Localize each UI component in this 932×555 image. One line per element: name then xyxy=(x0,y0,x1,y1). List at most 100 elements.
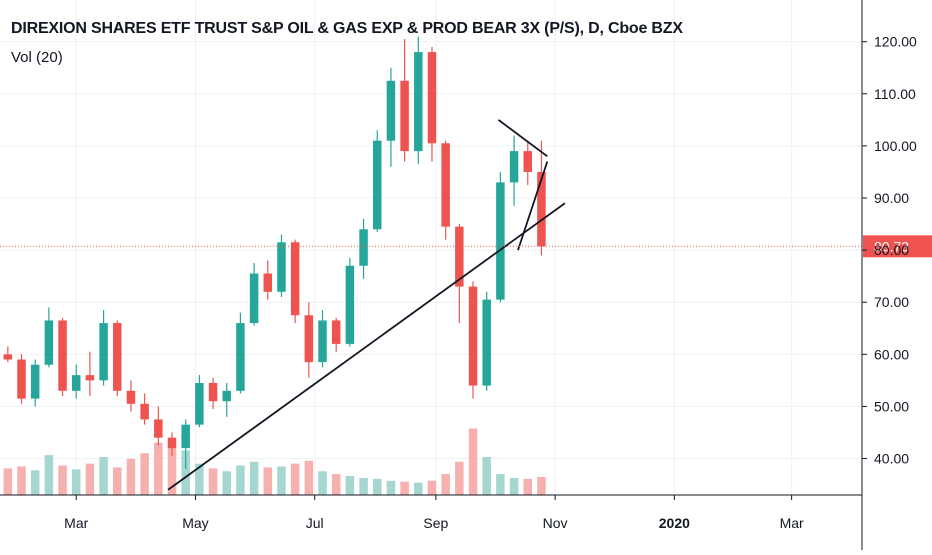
y-tick-label: 80.00 xyxy=(874,242,909,258)
x-tick-label: Jul xyxy=(306,515,324,531)
last-price-label: 80.73 xyxy=(874,238,909,254)
y-tick-label: 90.00 xyxy=(874,190,909,206)
volume-bar xyxy=(181,450,190,495)
last-price-tag xyxy=(863,235,932,258)
candle-body xyxy=(3,354,13,360)
volume-bar xyxy=(154,442,163,495)
candle-body xyxy=(113,323,122,391)
volume-bar xyxy=(167,446,177,495)
volume-bar xyxy=(523,478,532,495)
candle-body xyxy=(441,143,450,227)
volume-bar xyxy=(263,467,273,495)
candle-body xyxy=(414,52,423,152)
grid-lines xyxy=(0,0,862,495)
volume-bar xyxy=(359,477,368,495)
candle-body xyxy=(85,375,95,381)
candle-body xyxy=(482,299,491,386)
trendline[interactable] xyxy=(167,202,566,491)
candle-body xyxy=(30,364,40,399)
volume-bar xyxy=(140,453,149,495)
candle-body xyxy=(400,80,409,152)
x-tick-label: 2020 xyxy=(659,515,690,531)
volume-bar xyxy=(208,468,218,495)
candle-body xyxy=(386,80,396,141)
volume-bar xyxy=(195,463,204,495)
volume-bar xyxy=(277,466,286,495)
volume-bar xyxy=(455,461,464,495)
volume-bar xyxy=(126,458,136,495)
volume-bar xyxy=(482,457,491,495)
volume-bar xyxy=(99,457,108,495)
candle-body xyxy=(236,323,245,391)
candle-body xyxy=(222,390,231,402)
candle-body xyxy=(99,323,108,381)
volume-bar xyxy=(236,465,245,495)
volume-bar xyxy=(331,474,341,495)
y-tick-label: 110.00 xyxy=(874,86,916,102)
candle-body xyxy=(359,229,368,266)
volume-bar xyxy=(468,428,478,495)
candle-body xyxy=(523,151,532,172)
axes: 120.00 110.00 100.00 90.00 80.00 70.00 60.00 50… xyxy=(0,0,917,550)
candle-body xyxy=(427,52,437,144)
trendline[interactable] xyxy=(517,161,549,251)
x-tick-label: Nov xyxy=(543,515,568,531)
last-price-line: 80.73 xyxy=(0,235,932,258)
volume-bar xyxy=(3,468,13,495)
chart-title: DIREXION SHARES ETF TRUST S&P OIL & GAS … xyxy=(11,20,683,37)
candle-body xyxy=(290,242,300,316)
volume-bar xyxy=(496,474,505,495)
trendline[interactable] xyxy=(497,119,548,158)
volume-bar xyxy=(427,480,437,495)
candle-body xyxy=(126,390,136,404)
candle-body xyxy=(195,382,204,425)
candle-body xyxy=(181,424,190,449)
x-tick-label: May xyxy=(182,515,208,531)
volume-bar xyxy=(386,480,396,495)
candle-body xyxy=(496,182,505,300)
volume-bar xyxy=(373,478,382,495)
candle-body xyxy=(509,151,519,183)
volume-bar xyxy=(318,471,327,495)
x-tick-label: Mar xyxy=(64,515,88,531)
candle-body xyxy=(373,140,382,230)
volume-bar xyxy=(85,463,95,495)
y-tick-label: 70.00 xyxy=(874,294,909,310)
candle-body xyxy=(154,419,163,438)
volume-bars xyxy=(3,428,546,495)
volume-bar xyxy=(537,476,546,495)
candle-body xyxy=(318,320,327,363)
volume-bar xyxy=(113,467,122,495)
candle-body xyxy=(167,437,177,449)
candle-body xyxy=(249,273,259,324)
y-tick-label: 120.00 xyxy=(874,34,917,50)
volume-bar xyxy=(58,465,67,495)
volume-bar xyxy=(44,455,54,495)
volume-bar xyxy=(71,469,81,495)
x-tick-label: Mar xyxy=(780,515,804,531)
volume-bar xyxy=(304,460,314,495)
candle-body xyxy=(44,320,54,365)
x-tick-label: Sep xyxy=(423,515,448,531)
volume-bar xyxy=(414,482,423,495)
volume-bar xyxy=(400,481,409,495)
y-tick-label: 60.00 xyxy=(874,346,909,362)
candle-body xyxy=(304,315,314,363)
trendlines[interactable] xyxy=(167,119,566,491)
volume-bar xyxy=(290,463,300,495)
candle-body xyxy=(277,242,286,292)
candle-body xyxy=(58,320,67,391)
y-tick-label: 100.00 xyxy=(874,138,917,154)
candle-body xyxy=(140,403,149,420)
volume-bar xyxy=(345,476,355,495)
candle-body xyxy=(537,171,546,247)
volume-indicator-label: Vol (20) xyxy=(11,49,63,66)
candle-body xyxy=(263,273,273,292)
candle-body xyxy=(455,226,464,287)
candle-body xyxy=(208,382,218,402)
candle-body xyxy=(17,359,26,399)
volume-bar xyxy=(509,477,519,495)
candle-body xyxy=(331,320,341,344)
